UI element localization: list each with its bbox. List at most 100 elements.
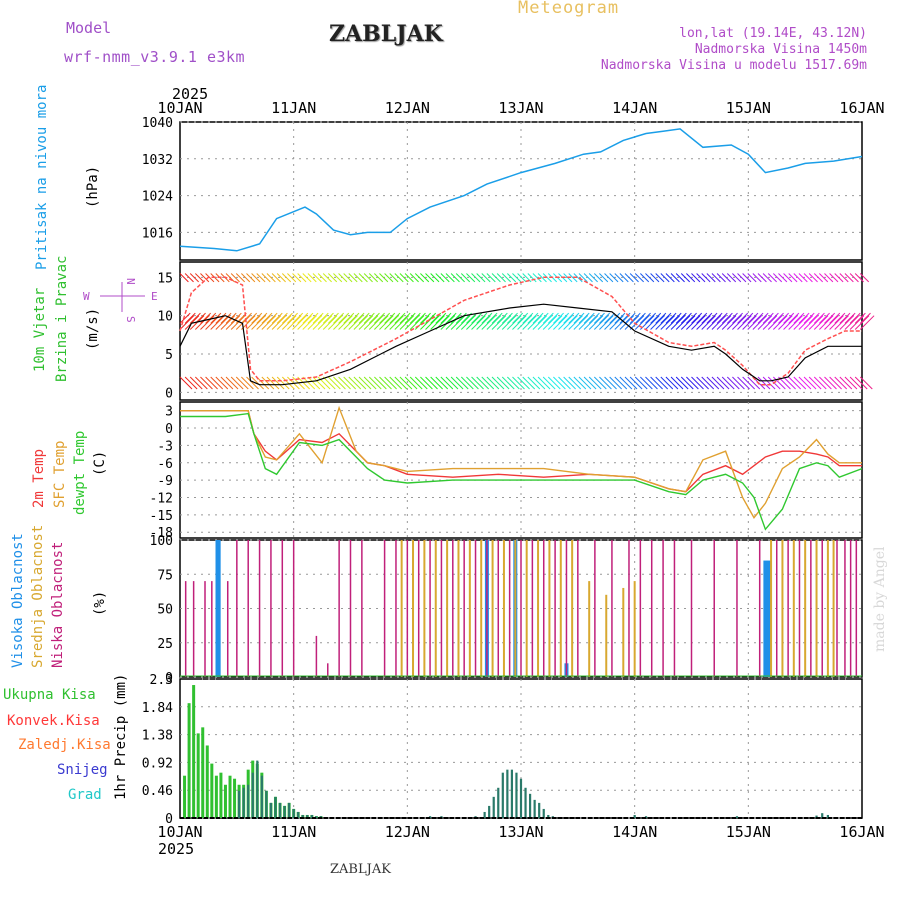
cloud-bar <box>315 635 318 677</box>
wind-barb <box>404 273 414 283</box>
wind-barb <box>711 273 721 283</box>
wind-barb <box>486 376 500 390</box>
wind-barb <box>819 376 832 390</box>
wind-barb <box>251 315 266 330</box>
cloud-bar <box>247 540 249 677</box>
wind-barb <box>578 273 588 283</box>
wind-barb <box>762 273 772 283</box>
wind-barb <box>660 312 672 324</box>
wind-barb <box>481 315 496 330</box>
wind-barb <box>706 315 721 330</box>
wind-barb <box>322 312 334 324</box>
wind-barb <box>235 315 251 330</box>
precip-bar <box>260 775 263 818</box>
cloud-bar <box>423 540 426 677</box>
wind-barb <box>583 273 593 283</box>
wind-barb <box>230 376 244 390</box>
precip-bar <box>210 763 214 818</box>
cloud-ytick-label: 75 <box>157 568 173 583</box>
wind-barb <box>368 312 380 324</box>
wind-barb <box>471 376 484 390</box>
wind-barb <box>399 315 415 330</box>
wind-barb <box>189 273 199 283</box>
wind-barb <box>281 376 295 390</box>
wind-barb <box>680 315 696 330</box>
cloud-bar <box>531 540 534 677</box>
cloud-bar <box>463 540 465 677</box>
wind-barb <box>466 376 479 390</box>
wind-barb <box>665 315 681 330</box>
wind-barb <box>701 376 715 390</box>
wind-barb <box>241 273 251 283</box>
cloud-bar <box>849 540 852 677</box>
compass-south: S <box>124 316 137 323</box>
wind-barb <box>420 273 430 283</box>
wind-barb <box>379 273 389 283</box>
cloud-bar <box>559 540 562 677</box>
wind-barb <box>583 312 595 324</box>
wind-barb <box>839 273 849 283</box>
bottom-date-label: 15JAN <box>726 823 771 841</box>
wind-barb <box>261 273 271 283</box>
wind-barb <box>246 315 261 330</box>
wind-barb <box>599 312 610 324</box>
cloud-bar <box>457 540 460 677</box>
wind-barb <box>614 273 624 283</box>
wind-barb <box>389 312 401 324</box>
wind-axis-label-1: 10m Vjetar <box>32 288 48 372</box>
wind-barb <box>409 315 425 330</box>
cloud-ytick-label: 25 <box>157 637 173 652</box>
wind-barb <box>200 315 215 330</box>
cloud-bar <box>211 581 213 677</box>
wind-barb <box>363 376 377 390</box>
wind-barb <box>614 376 628 390</box>
wind-barb <box>532 376 546 390</box>
wind-barb <box>542 312 554 324</box>
wind-barb <box>394 312 406 324</box>
wind-barb <box>491 273 501 283</box>
wind-barb <box>404 312 416 324</box>
wind-barb <box>547 376 561 390</box>
wind-barb <box>599 273 609 283</box>
wind-barb <box>348 312 360 324</box>
precip-bar <box>283 805 286 818</box>
wind-barb <box>189 376 203 390</box>
wind-barb <box>450 273 460 283</box>
compass-north: N <box>124 278 137 285</box>
wind-barb <box>645 376 658 390</box>
wind-barb <box>450 376 464 390</box>
wind-barb <box>205 312 217 324</box>
wind-barb <box>246 312 258 324</box>
wind-barb <box>179 273 189 283</box>
wind-barb <box>599 315 614 330</box>
wind-barb <box>726 315 742 330</box>
wind-barb <box>829 273 839 283</box>
wind-barb <box>399 273 409 283</box>
precip-bar <box>278 802 282 818</box>
wind-barb <box>348 315 363 330</box>
cloud-bar <box>429 540 431 677</box>
wind-barb <box>573 376 587 390</box>
wind-barb <box>256 376 270 390</box>
wind-barb <box>496 273 506 283</box>
precip-bar <box>214 775 218 818</box>
wind-barb <box>547 312 559 324</box>
temp-line-1 <box>180 405 862 519</box>
wind-barb <box>251 312 263 324</box>
wind-barb <box>783 315 798 330</box>
wind-barb <box>593 376 607 390</box>
wind-barb <box>701 312 713 324</box>
wind-barb <box>394 376 408 390</box>
wind-gust-line <box>179 276 862 386</box>
wind-barb <box>778 312 790 324</box>
wind-barb <box>491 376 505 390</box>
wind-barb <box>680 376 694 390</box>
wind-barb <box>686 273 696 283</box>
wind-barb <box>793 376 807 390</box>
bottom-date-label: 16JAN <box>839 823 884 841</box>
wind-barb <box>266 376 280 390</box>
pressure-unit-label: (hPa) <box>85 166 101 208</box>
wind-barb <box>609 273 619 283</box>
wind-barb <box>251 273 261 283</box>
cloud-bar <box>548 540 551 677</box>
